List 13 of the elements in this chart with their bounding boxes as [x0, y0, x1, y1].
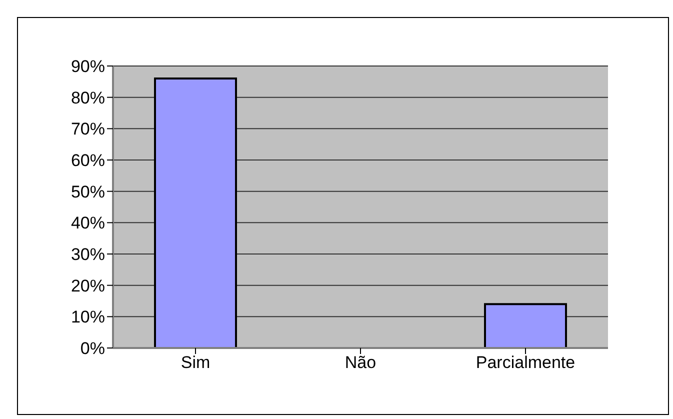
y-tick-label: 10% [70, 308, 105, 327]
y-tick-label: 60% [70, 151, 105, 170]
x-tick-label: Sim [180, 353, 210, 372]
y-tick-label: 90% [70, 57, 105, 76]
y-tick-label: 70% [70, 120, 105, 139]
y-tick-label: 50% [70, 182, 105, 202]
y-tick-label: 0% [80, 339, 105, 358]
y-tick-label: 40% [70, 214, 105, 233]
y-tick-label: 20% [70, 276, 105, 296]
y-tick-label: 80% [70, 88, 105, 108]
x-tick-label: Parcialmente [476, 353, 576, 372]
x-tick-label: Não [344, 353, 376, 372]
y-tick-label: 30% [70, 245, 105, 264]
